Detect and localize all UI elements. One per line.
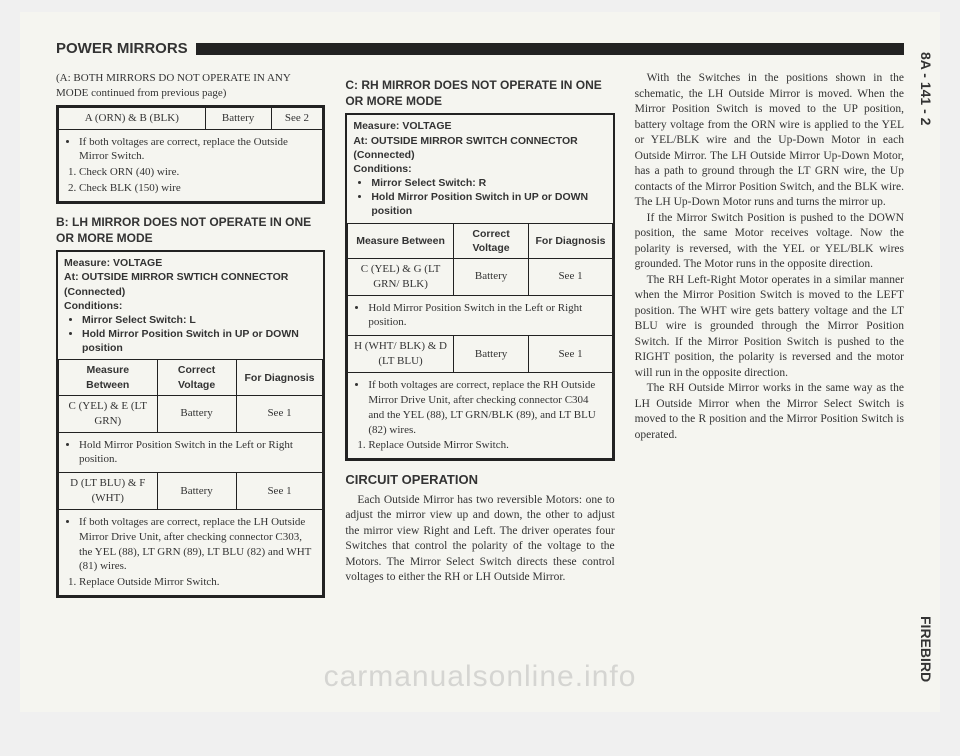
cell: D (LT BLU) & F (WHT) [59,473,158,510]
list-item: Mirror Select Switch: L [82,313,317,327]
list-item: If both voltages are correct, replace th… [368,378,605,437]
table-row: C (YEL) & G (LT GRN/ BLK) Battery See 1 [348,258,612,295]
list-item: Check ORN (40) wire. [79,165,316,180]
cond-label: Conditions: [353,162,606,176]
cell: See 1 [529,258,612,295]
header-rule [196,43,904,55]
table-row: If both voltages are correct, replace th… [59,509,323,595]
paragraph: The RH Outside Mirror works in the same … [635,381,904,443]
table-row: Hold Mirror Position Switch in the Left … [348,295,612,336]
at-label: At: OUTSIDE MIRROR SWTICH CONNECTOR (Con… [64,270,317,298]
cell: See 1 [236,395,323,432]
col-header: Correct Voltage [157,360,236,395]
col-header: For Diagnosis [529,223,612,258]
list-item: Check BLK (150) wire [79,181,316,196]
continued-note: (A: BOTH MIRRORS DO NOT OPERATE IN ANY M… [56,71,325,101]
table-row: If both voltages are correct, replace th… [348,372,612,458]
cond-label: Conditions: [64,299,317,313]
list-item: If both voltages are correct, replace th… [79,135,316,165]
measure-label: Measure: VOLTAGE [64,256,317,270]
cell: A (ORN) & B (BLK) [59,107,206,129]
cell: See 1 [529,336,612,373]
at-label: At: OUTSIDE MIRROR SWITCH CONNECTOR (Con… [353,134,606,162]
page-number-side: 8A - 141 - 2 [918,52,934,125]
notes-cell: If both voltages are correct, replace th… [59,509,323,595]
list-item: Replace Outside Mirror Switch. [79,575,316,590]
notes-cell: Hold Mirror Position Switch in the Left … [348,295,612,336]
cell: C (YEL) & G (LT GRN/ BLK) [348,258,453,295]
col-header: Measure Between [348,223,453,258]
notes-cell: Hold Mirror Position Switch in the Left … [59,432,323,473]
content-columns: (A: BOTH MIRRORS DO NOT OPERATE IN ANY M… [56,71,904,608]
col-header: Measure Between [59,360,158,395]
column-1: (A: BOTH MIRRORS DO NOT OPERATE IN ANY M… [56,71,325,608]
paragraph: With the Switches in the positions shown… [635,71,904,211]
section-heading-b: B: LH MIRROR DOES NOT OPERATE IN ONE OR … [56,214,325,246]
page-header: POWER MIRRORS [56,40,904,57]
column-3: With the Switches in the positions shown… [635,71,904,608]
list-item: Mirror Select Switch: R [371,176,606,190]
cell: Battery [157,395,236,432]
paragraph: If the Mirror Switch Position is pushed … [635,211,904,273]
list-item: Hold Mirror Position Switch in the Left … [79,438,316,468]
cell: H (WHT/ BLK) & D (LT BLU) [348,336,453,373]
section-heading-c: C: RH MIRROR DOES NOT OPERATE IN ONE OR … [345,77,614,109]
notes-cell: If both voltages are correct, replace th… [348,372,612,458]
table-row: Hold Mirror Position Switch in the Left … [59,432,323,473]
cell: Battery [453,258,529,295]
cell: Battery [157,473,236,510]
circuit-operation-heading: CIRCUIT OPERATION [345,471,614,489]
cell: See 1 [236,473,323,510]
measure-label: Measure: VOLTAGE [353,119,606,133]
diag-box-c: Measure: VOLTAGE At: OUTSIDE MIRROR SWIT… [345,113,614,461]
table-row: D (LT BLU) & F (WHT) Battery See 1 [59,473,323,510]
cell: Battery [453,336,529,373]
page-title: POWER MIRRORS [56,40,188,57]
col-header: For Diagnosis [236,360,323,395]
column-2: C: RH MIRROR DOES NOT OPERATE IN ONE OR … [345,71,614,608]
list-item: Hold Mirror Position Switch in UP or DOW… [371,190,606,218]
table-row: H (WHT/ BLK) & D (LT BLU) Battery See 1 [348,336,612,373]
list-item: If both voltages are correct, replace th… [79,515,316,574]
table-row: Measure Between Correct Voltage For Diag… [59,360,323,395]
body-text: Each Outside Mirror has two reversible M… [345,493,614,586]
table-row: A (ORN) & B (BLK) Battery See 2 [59,107,323,129]
manual-page: 8A - 141 - 2 FIREBIRD POWER MIRRORS (A: … [20,12,940,712]
paragraph: The RH Left-Right Motor operates in a si… [635,273,904,382]
measure-header: Measure: VOLTAGE At: OUTSIDE MIRROR SWTI… [58,252,323,359]
list-item: Replace Outside Mirror Switch. [368,438,605,453]
diag-box-b: Measure: VOLTAGE At: OUTSIDE MIRROR SWTI… [56,250,325,598]
notes-cell: If both voltages are correct, replace th… [59,129,323,201]
paragraph: Each Outside Mirror has two reversible M… [345,493,614,586]
measure-header: Measure: VOLTAGE At: OUTSIDE MIRROR SWIT… [347,115,612,222]
table-row: Measure Between Correct Voltage For Diag… [348,223,612,258]
table-row: C (YEL) & E (LT GRN) Battery See 1 [59,395,323,432]
watermark: carmanualsonline.info [20,660,940,694]
list-item: Hold Mirror Position Switch in the Left … [368,301,605,331]
table-row: If both voltages are correct, replace th… [59,129,323,201]
list-item: Hold Mirror Position Switch in UP or DOW… [82,327,317,355]
col-header: Correct Voltage [453,223,529,258]
diag-box-a: A (ORN) & B (BLK) Battery See 2 If both … [56,105,325,204]
cell: Battery [205,107,271,129]
cell: C (YEL) & E (LT GRN) [59,395,158,432]
cell: See 2 [271,107,323,129]
model-side: FIREBIRD [918,616,934,682]
